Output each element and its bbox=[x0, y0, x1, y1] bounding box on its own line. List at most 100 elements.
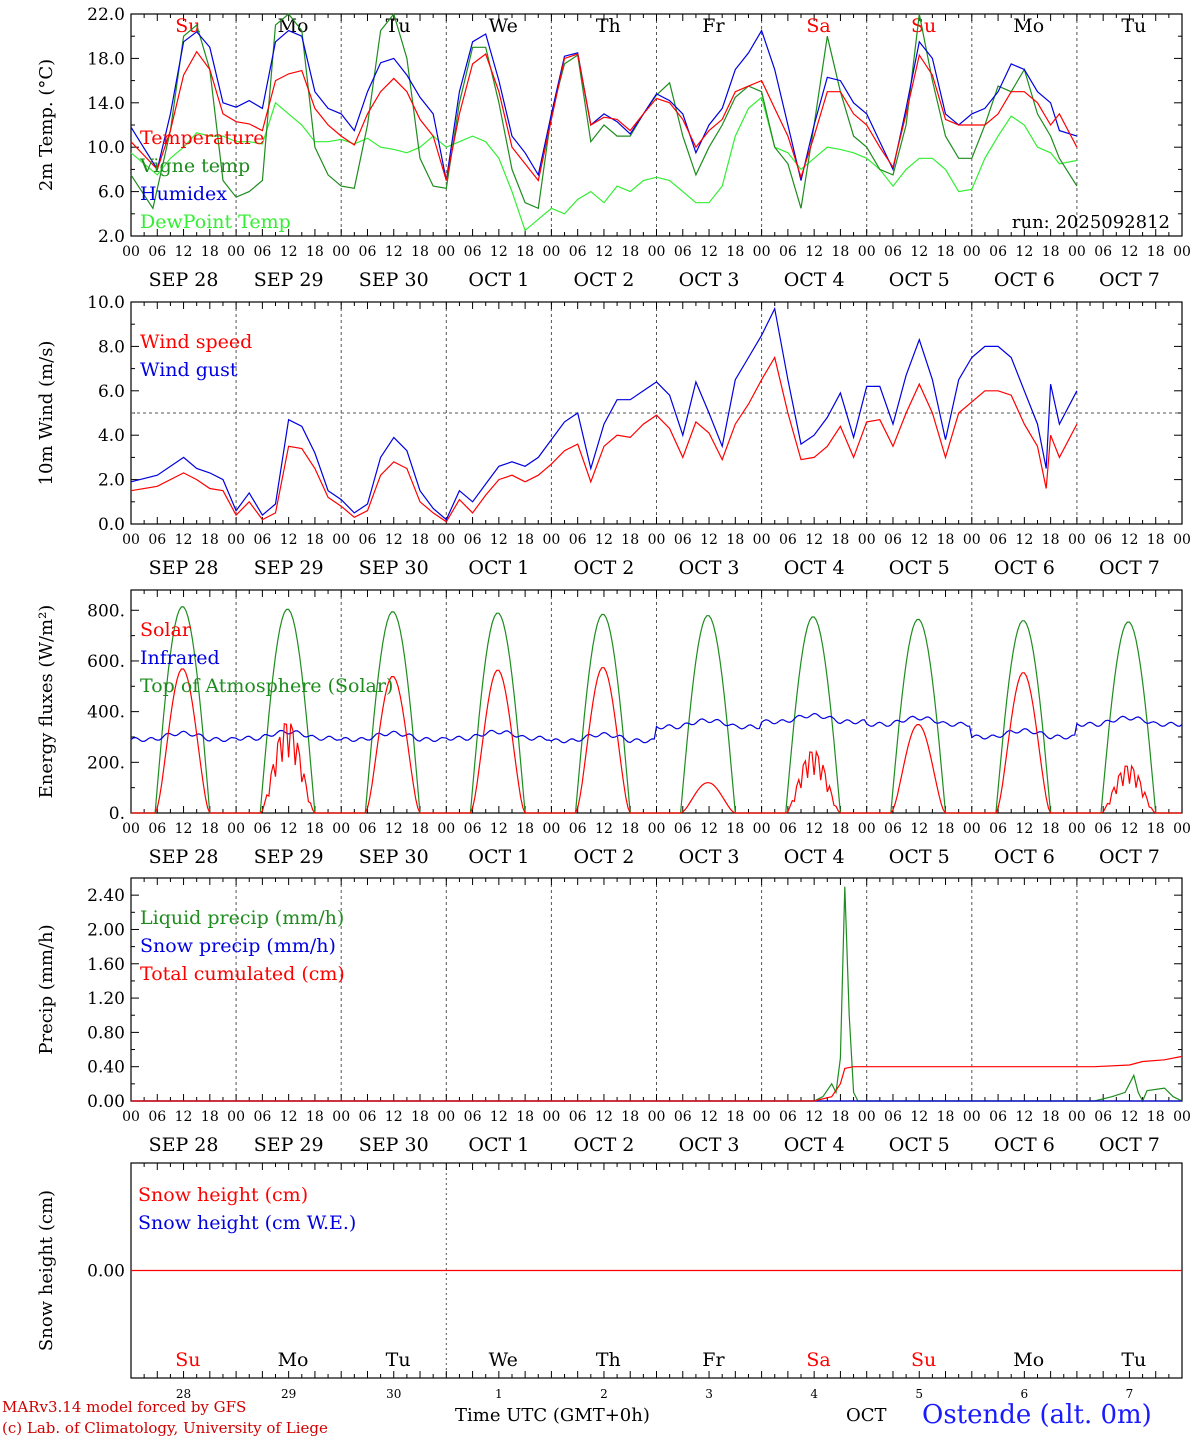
weekday-label: Fr bbox=[702, 15, 725, 37]
hour-label: 18 bbox=[621, 821, 639, 837]
panel-temp: 2.0 6.0 10.0 14.0 18.0 22.0 2m Temp. (°C) 00 06 1… bbox=[36, 5, 1191, 291]
y-tick-label: 18.0 bbox=[87, 49, 125, 69]
hour-label: 18 bbox=[1147, 244, 1165, 260]
hour-label: 18 bbox=[201, 1109, 219, 1125]
hour-label: 00 bbox=[437, 821, 455, 837]
hour-label: 06 bbox=[779, 244, 797, 260]
hour-label: 12 bbox=[595, 532, 613, 548]
hour-label: 06 bbox=[779, 821, 797, 837]
hour-label: 00 bbox=[437, 1109, 455, 1125]
hour-label: 00 bbox=[858, 821, 876, 837]
hour-label: 12 bbox=[910, 532, 928, 548]
hour-label: 00 bbox=[332, 244, 350, 260]
hour-label: 00 bbox=[437, 244, 455, 260]
hour-label: 18 bbox=[306, 532, 324, 548]
weekday-label: Sa bbox=[806, 1349, 830, 1371]
day-number: 7 bbox=[1126, 1387, 1134, 1401]
y-tick-label: 2.40 bbox=[87, 886, 125, 906]
hour-label: 06 bbox=[1094, 532, 1112, 548]
date-label: OCT 7 bbox=[1099, 1134, 1160, 1156]
hour-label: 00 bbox=[963, 1109, 981, 1125]
day-number: 1 bbox=[495, 1387, 503, 1401]
date-label: OCT 1 bbox=[468, 1134, 529, 1156]
hour-label: 06 bbox=[674, 532, 692, 548]
legend-entry: Top of Atmosphere (Solar) bbox=[140, 675, 393, 697]
y-tick-label: 2.00 bbox=[87, 920, 125, 940]
y-tick-label: 0.0 bbox=[98, 515, 125, 535]
legend-entry: Solar bbox=[140, 619, 192, 641]
hour-label: 00 bbox=[753, 532, 771, 548]
hour-label: 00 bbox=[122, 244, 140, 260]
hour-label: 12 bbox=[385, 244, 403, 260]
weekday-label: Tu bbox=[386, 1349, 411, 1371]
series-line-dewpoint-temp bbox=[130, 96, 1078, 232]
hour-label: 00 bbox=[1173, 532, 1191, 548]
date-label: OCT 7 bbox=[1099, 269, 1160, 291]
hour-label: 06 bbox=[674, 244, 692, 260]
hour-label: 00 bbox=[122, 1109, 140, 1125]
hour-label: 12 bbox=[1121, 244, 1139, 260]
hour-label: 18 bbox=[411, 821, 429, 837]
weekday-label: Sa bbox=[806, 15, 830, 37]
hour-label: 18 bbox=[201, 244, 219, 260]
hour-label: 18 bbox=[1042, 1109, 1060, 1125]
infrared-line bbox=[130, 712, 1183, 744]
hour-label: 12 bbox=[595, 1109, 613, 1125]
lab-credit: (c) Lab. of Climatology, University of L… bbox=[2, 1419, 328, 1437]
hour-label: 12 bbox=[910, 1109, 928, 1125]
hour-label: 12 bbox=[280, 532, 298, 548]
hour-label: 00 bbox=[227, 244, 245, 260]
hour-label: 12 bbox=[490, 1109, 508, 1125]
hour-label: 18 bbox=[306, 244, 324, 260]
hour-label: 18 bbox=[726, 532, 744, 548]
date-label: OCT 1 bbox=[468, 269, 529, 291]
hour-label: 18 bbox=[411, 244, 429, 260]
hour-label: 12 bbox=[1121, 821, 1139, 837]
date-label: SEP 29 bbox=[254, 269, 324, 291]
hour-label: 12 bbox=[175, 821, 193, 837]
hour-label: 00 bbox=[858, 244, 876, 260]
date-label: SEP 28 bbox=[149, 557, 219, 579]
hour-label: 00 bbox=[227, 821, 245, 837]
hour-label: 12 bbox=[700, 1109, 718, 1125]
panel-wind: 0.0 2.0 4.0 6.0 8.0 10.0 10m Wind (m/s) 00 06 12 1… bbox=[36, 293, 1191, 579]
hour-label: 00 bbox=[122, 532, 140, 548]
hour-label: 00 bbox=[1068, 244, 1086, 260]
weekday-label: Mo bbox=[1013, 15, 1044, 37]
day-number: 29 bbox=[281, 1387, 296, 1401]
hour-label: 00 bbox=[648, 244, 666, 260]
date-label: OCT 3 bbox=[679, 557, 740, 579]
hour-label: 12 bbox=[595, 821, 613, 837]
date-label: OCT 2 bbox=[573, 269, 634, 291]
hour-label: 06 bbox=[148, 532, 166, 548]
date-label: OCT 1 bbox=[468, 846, 529, 868]
hour-label: 12 bbox=[1015, 1109, 1033, 1125]
y-tick-label: 22.0 bbox=[87, 5, 125, 25]
y-tick-label: 400. bbox=[87, 703, 125, 723]
hour-label: 00 bbox=[332, 821, 350, 837]
hour-label: 18 bbox=[516, 821, 534, 837]
hour-label: 00 bbox=[648, 532, 666, 548]
hour-label: 18 bbox=[1147, 532, 1165, 548]
hour-label: 00 bbox=[332, 1109, 350, 1125]
hour-label: 06 bbox=[464, 1109, 482, 1125]
hour-label: 00 bbox=[753, 1109, 771, 1125]
hour-label: 18 bbox=[832, 821, 850, 837]
y-tick-label: 2.0 bbox=[98, 227, 125, 247]
hour-label: 06 bbox=[884, 244, 902, 260]
y-tick-label: 0. bbox=[109, 804, 125, 824]
date-label: OCT 2 bbox=[573, 557, 634, 579]
legend-entry: Total cumulated (cm) bbox=[140, 963, 345, 985]
date-label: SEP 28 bbox=[149, 1134, 219, 1156]
hour-label: 06 bbox=[253, 821, 271, 837]
hour-label: 06 bbox=[359, 244, 377, 260]
hour-label: 00 bbox=[1173, 821, 1191, 837]
hour-label: 18 bbox=[937, 821, 955, 837]
date-label: OCT 4 bbox=[784, 846, 845, 868]
weekday-label: Su bbox=[911, 1349, 936, 1371]
hour-label: 06 bbox=[779, 1109, 797, 1125]
date-label: OCT 1 bbox=[468, 557, 529, 579]
hour-label: 06 bbox=[569, 1109, 587, 1125]
day-number: 5 bbox=[915, 1387, 923, 1401]
hour-label: 18 bbox=[306, 821, 324, 837]
